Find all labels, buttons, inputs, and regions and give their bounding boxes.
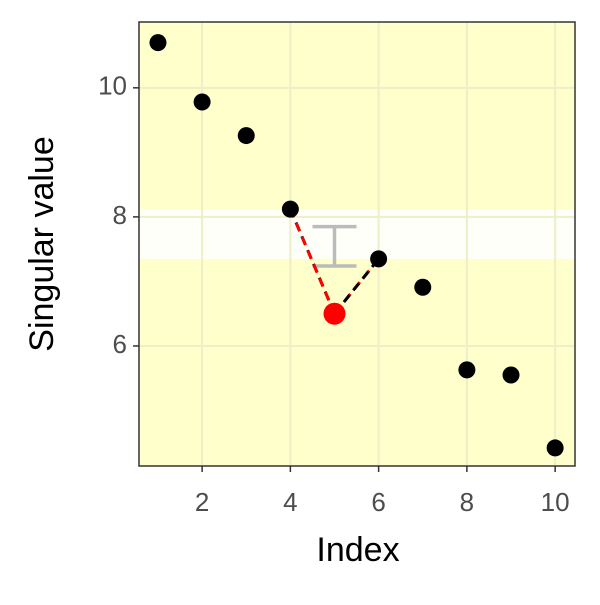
point [458, 361, 476, 379]
point [237, 127, 255, 145]
connector [333, 257, 380, 315]
y-tick-label: 6 [113, 329, 127, 359]
point [370, 250, 388, 268]
point [323, 302, 346, 325]
connector [288, 208, 336, 315]
x-tick-label: 4 [283, 487, 297, 517]
x-tick-label: 8 [460, 487, 474, 517]
point [193, 93, 211, 111]
y-axis-title: Singular value [23, 136, 61, 351]
x-tick-label: 10 [541, 487, 570, 517]
point [546, 439, 564, 457]
panel-border [138, 21, 576, 467]
point [281, 200, 299, 218]
point [414, 278, 432, 296]
x-tick-label: 2 [195, 487, 209, 517]
point [502, 366, 520, 384]
y-tick-label: 10 [98, 71, 127, 101]
x-tick-label: 6 [371, 487, 385, 517]
y-tick-label: 8 [113, 200, 127, 230]
point [149, 34, 167, 52]
x-axis-title: Index [316, 531, 399, 569]
